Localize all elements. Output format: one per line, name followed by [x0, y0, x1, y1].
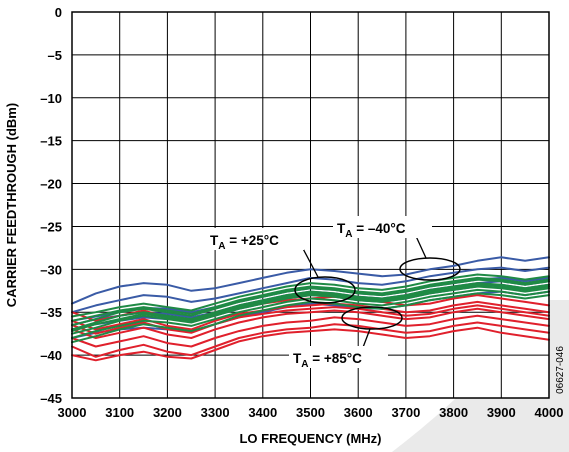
series-line-6 [71, 321, 550, 358]
y-tick-label: –45 [40, 391, 62, 406]
series-line-19 [71, 276, 550, 322]
x-tick-label: 3000 [58, 405, 87, 420]
series-line-16 [71, 273, 550, 318]
y-tick-label: –30 [40, 262, 62, 277]
series-line-11 [71, 326, 550, 362]
callout-ellipse-25c [294, 276, 356, 304]
y-tick-label: –35 [40, 305, 62, 320]
x-tick-label: 3100 [105, 405, 134, 420]
y-tick-label: –15 [40, 134, 62, 149]
x-tick-label: 4000 [535, 405, 564, 420]
callout-ellipse-85c [341, 306, 403, 330]
callout-ellipses [294, 257, 461, 330]
plot-frame [71, 11, 550, 399]
y-tick-label: –40 [40, 348, 62, 363]
x-tick-labels: 3000 3100 3200 3300 3400 3500 3600 3700 3800 3900… [58, 405, 564, 420]
x-tick-label: 3700 [391, 405, 420, 420]
series-line-0 [71, 256, 550, 305]
x-tick-label: 3300 [201, 405, 230, 420]
series-line-17 [71, 282, 550, 331]
series-line-18 [71, 288, 550, 339]
series-line-8 [71, 307, 550, 339]
y-tick-label: –10 [40, 91, 62, 106]
y-axis-title: CARRIER FEEDTHROUGH (dBm) [4, 103, 19, 307]
series-line-14 [71, 285, 550, 335]
series-layer [71, 256, 550, 362]
x-tick-label: 3900 [487, 405, 516, 420]
series-line-7 [71, 314, 550, 348]
x-tick-label: 3400 [248, 405, 277, 420]
y-tick-labels: 0 –5 –10 –15 –20 –25 –30 –35 –40 –45 [40, 5, 62, 406]
series-line-20 [71, 283, 550, 333]
x-tick-label: 3600 [344, 405, 373, 420]
callout-ellipse-minus40c [399, 257, 461, 281]
y-tick-label: –25 [40, 219, 62, 234]
x-axis-title: LO FREQUENCY (MHz) [239, 431, 381, 446]
y-tick-label: –5 [48, 48, 62, 63]
x-tick-label: 3500 [296, 405, 325, 420]
figure-id: 06627-046 [555, 346, 566, 394]
x-tick-label: 3200 [153, 405, 182, 420]
annotation-ta-25c: TA = +25°C [210, 233, 279, 252]
annotation-labels: TA = +25°C TA = –40°C TA = +85°C [206, 216, 432, 370]
annotation-ta-minus40c: TA = –40°C [337, 221, 406, 240]
x-tick-label: 3800 [439, 405, 468, 420]
y-tick-label: 0 [55, 5, 62, 20]
y-tick-label: –20 [40, 177, 62, 192]
series-line-15 [71, 278, 550, 327]
annotation-ta-85c: TA = +85°C [293, 351, 362, 370]
